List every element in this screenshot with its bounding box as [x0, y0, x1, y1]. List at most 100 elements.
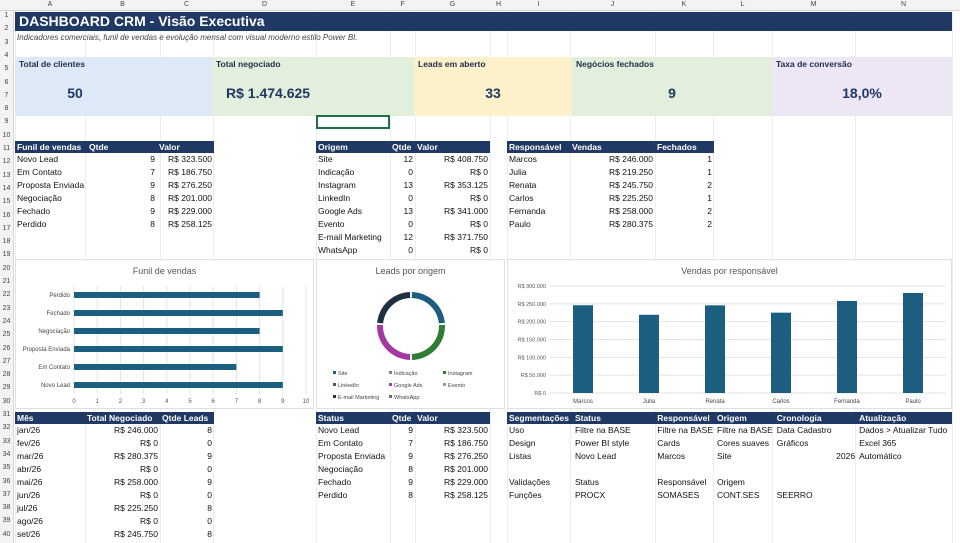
table-cell[interactable]: Site [318, 154, 333, 165]
column-header-C[interactable]: C [183, 1, 190, 8]
row-header-40[interactable]: 40 [2, 530, 11, 538]
row-header-19[interactable]: 19 [2, 251, 11, 259]
table-cell[interactable]: 8 [408, 489, 413, 500]
row-header-2[interactable]: 2 [4, 25, 9, 33]
column-header-H[interactable]: H [495, 1, 502, 8]
row-header-29[interactable]: 29 [2, 384, 11, 392]
table-cell[interactable]: SEERRO [776, 489, 813, 500]
table-cell[interactable]: Paulo [509, 218, 531, 229]
table-cell[interactable]: 1 [707, 193, 712, 204]
table-cell[interactable]: R$ 0 [140, 464, 158, 475]
column-header-E[interactable]: E [350, 1, 356, 8]
column-header[interactable]: Origem [316, 141, 390, 153]
table-cell[interactable]: abr/26 [17, 464, 42, 475]
column-header[interactable]: Responsável [507, 141, 570, 153]
column-header-A[interactable]: A [47, 1, 53, 8]
table-cell[interactable]: R$ 0 [470, 218, 488, 229]
table-cell[interactable]: R$ 0 [140, 438, 158, 449]
column-header-G[interactable]: G [449, 1, 456, 8]
row-header-33[interactable]: 33 [2, 437, 11, 445]
table-cell[interactable] [857, 463, 952, 476]
table-cell[interactable]: Fechado [17, 206, 51, 216]
row-header-30[interactable]: 30 [2, 397, 11, 405]
row-header-21[interactable]: 21 [2, 278, 11, 285]
table-cell[interactable]: 0 [408, 218, 413, 229]
table-cell[interactable]: R$ 276.250 [168, 180, 212, 191]
table-cell[interactable]: R$ 219.250 [609, 167, 653, 178]
table-cell[interactable]: R$ 229.000 [168, 206, 212, 216]
table-cell[interactable]: Gráficos [776, 438, 809, 449]
table-cell[interactable]: set/26 [17, 528, 41, 539]
table-cell[interactable]: Perdido [318, 489, 348, 500]
table-cell[interactable]: Status [574, 477, 600, 487]
table-cell[interactable]: jan/26 [17, 425, 41, 436]
column-header[interactable]: Responsável [655, 412, 716, 424]
table-cell[interactable]: Evento [318, 218, 345, 229]
table-cell[interactable]: 7 [408, 438, 413, 449]
table-cell[interactable]: R$ 246.000 [114, 425, 158, 436]
table-cell[interactable]: Validações [509, 477, 550, 487]
column-header-M[interactable]: M [810, 1, 817, 8]
table-cell[interactable]: 2 [707, 218, 712, 229]
row-header-16[interactable]: 16 [2, 211, 11, 219]
column-header[interactable]: Valor [415, 141, 490, 153]
table-cell[interactable]: 2 [707, 180, 712, 191]
table-cell[interactable]: 9 [150, 180, 155, 191]
table-cell[interactable]: R$ 0 [140, 489, 158, 500]
table-cell[interactable]: 8 [207, 425, 212, 436]
column-header-B[interactable]: B [120, 1, 125, 8]
table-cell[interactable]: Perdido [17, 218, 47, 229]
table-cell[interactable]: 0 [207, 489, 212, 500]
table-cell[interactable]: Site [717, 451, 732, 462]
table-cell[interactable]: Em Contato [17, 167, 62, 178]
table-cell[interactable]: 12 [403, 154, 413, 165]
row-header-24[interactable]: 24 [2, 317, 11, 325]
row-header-34[interactable]: 34 [2, 450, 11, 458]
table-cell[interactable]: R$ 323.500 [168, 154, 212, 165]
table-cell[interactable]: R$ 186.750 [444, 438, 488, 449]
column-header-J[interactable]: J [610, 1, 615, 8]
table-cell[interactable] [775, 463, 857, 476]
column-header-K[interactable]: K [681, 1, 687, 8]
table-cell[interactable]: Fechado [318, 477, 352, 487]
table-cell[interactable] [507, 463, 573, 476]
row-header-25[interactable]: 25 [2, 331, 11, 339]
row-header-11[interactable]: 11 [2, 145, 11, 152]
row-header-14[interactable]: 14 [2, 184, 11, 192]
row-header-5[interactable]: 5 [4, 65, 9, 73]
row-header-4[interactable]: 4 [4, 51, 9, 59]
row-header-9[interactable]: 9 [4, 118, 9, 126]
table-cell[interactable] [857, 476, 952, 489]
table-cell[interactable]: Negociação [318, 464, 363, 475]
funil-chart[interactable]: Funil de vendas 0 1 2 3 4 5 6 7 8 9 10 Novo Lead Em … [15, 259, 314, 409]
table-cell[interactable]: R$ 0 [470, 193, 488, 204]
table-cell[interactable]: mai/26 [17, 477, 43, 487]
row-header-20[interactable]: 20 [2, 264, 11, 272]
table-cell[interactable]: 0 [207, 464, 212, 475]
table-cell[interactable]: Automático [859, 451, 902, 462]
column-header-D[interactable]: D [261, 1, 268, 8]
table-cell[interactable]: 13 [403, 206, 413, 216]
table-cell[interactable]: Filtre na BASE [657, 425, 714, 436]
table-cell[interactable]: Carlos [509, 193, 534, 204]
row-header-6[interactable]: 6 [4, 78, 9, 86]
table-cell[interactable]: 9 [408, 477, 413, 487]
table-cell[interactable]: Indicação [318, 167, 355, 178]
table-cell[interactable] [715, 463, 775, 476]
row-header-32[interactable]: 32 [2, 424, 11, 432]
table-cell[interactable]: 8 [150, 193, 155, 204]
row-header-8[interactable]: 8 [4, 105, 9, 113]
table-cell[interactable]: Marcos [657, 451, 686, 462]
row-header-22[interactable]: 22 [2, 291, 11, 299]
table-cell[interactable]: Cards [657, 438, 680, 449]
table-cell[interactable]: Google Ads [318, 206, 362, 216]
table-cell[interactable]: R$ 201.000 [168, 193, 212, 204]
table-cell[interactable]: Excel 365 [859, 438, 897, 449]
row-header-1[interactable]: 1 [4, 12, 9, 19]
table-cell[interactable]: jul/26 [17, 502, 38, 513]
table-cell[interactable]: LinkedIn [318, 193, 351, 204]
table-cell[interactable]: R$ 225.250 [114, 502, 158, 513]
table-cell[interactable]: 8 [207, 502, 212, 513]
table-cell[interactable]: 9 [207, 451, 212, 462]
table-cell[interactable]: Novo Lead [17, 154, 59, 165]
